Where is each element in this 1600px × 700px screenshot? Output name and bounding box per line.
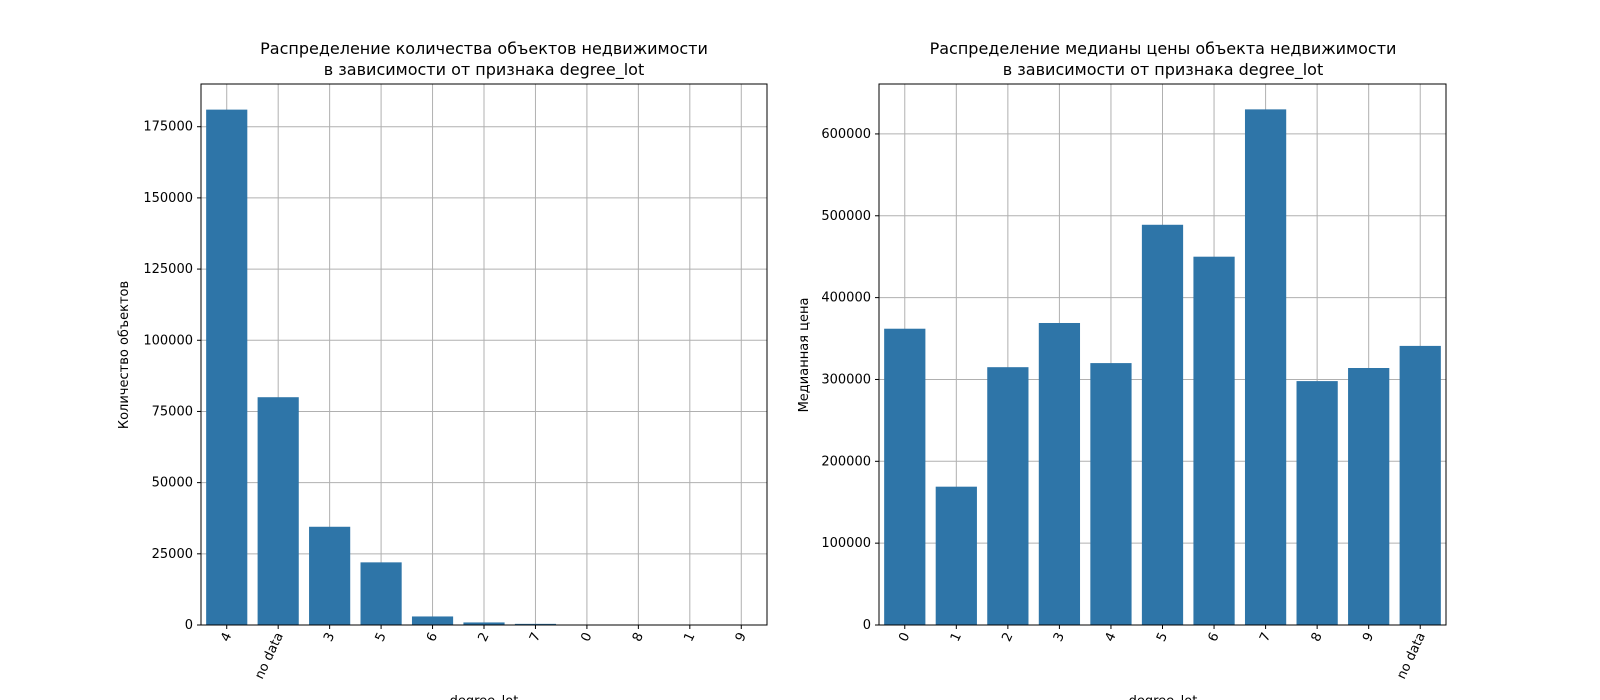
median-price-chart-x-tick-label: 5 [1154,630,1171,644]
count-chart: Распределение количества объектов недвиж… [117,39,768,700]
count-chart-title-line1: Распределение количества объектов недвиж… [260,39,708,58]
count-chart-x-ticks: 4 no data 3 5 6 2 7 0 8 1 9 [218,625,750,682]
median-price-chart-title-line2: в зависимости от признака degree_lot [1003,60,1323,80]
median-price-chart-x-tick-label: 8 [1309,630,1326,644]
median-price-chart-y-tick-label: 400000 [821,291,871,306]
median-price-chart-title-line1: Распределение медианы цены объекта недви… [930,39,1397,58]
count-chart-y-tick-label: 25000 [152,547,193,562]
count-chart-y-tick-label: 0 [185,618,193,633]
median-price-chart-y-axis-label: Медианная цена [797,298,812,413]
median-price-chart-x-tick-label: 7 [1257,630,1274,644]
count-chart-x-tick-label: 8 [630,630,647,644]
median-price-chart-x-tick-label: 4 [1102,630,1119,644]
median-price-chart-y-tick-label: 0 [863,618,871,633]
median-price-chart-x-tick-label: 6 [1206,630,1223,644]
median-price-chart-x-ticks: 0 1 2 3 4 5 6 7 8 9 no data [896,625,1429,682]
median-price-chart-y-tick-label: 300000 [821,372,871,387]
median-price-chart-bars [884,109,1441,625]
count-chart-y-tick-label: 50000 [152,476,193,491]
count-chart-x-tick-label: 2 [476,630,493,644]
median-price-chart-y-tick-label: 600000 [821,127,871,142]
count-chart-bar [206,109,248,625]
median-price-chart-y-ticks: 0 100000 200000 300000 400000 500000 600000 [821,127,879,633]
count-chart-y-tick-label: 75000 [152,404,193,419]
count-chart-y-tick-label: 150000 [143,191,193,206]
count-chart-x-tick-label: no data [252,630,287,681]
median-price-chart-bar [987,367,1029,625]
median-price-chart-x-tick-label: 1 [948,630,965,644]
count-chart-title-line2: в зависимости от признака degree_lot [324,60,644,80]
median-price-chart-x-tick-label: 3 [1051,630,1068,644]
median-price-chart-bar [1244,109,1287,625]
count-chart-y-tick-label: 100000 [143,333,193,348]
median-price-chart-bar [1348,368,1390,625]
count-chart-bar [411,616,454,625]
median-price-chart-bar [1141,224,1184,625]
count-chart-bar [360,562,402,625]
median-price-chart-x-tick-label: 9 [1360,630,1377,644]
count-chart-y-tick-label: 175000 [143,120,193,135]
count-chart-bar [463,622,505,625]
count-chart-x-tick-label: 3 [321,630,338,644]
median-price-chart-y-tick-label: 100000 [821,536,871,551]
count-chart-grid [201,84,767,626]
count-chart-bar [514,623,557,625]
count-chart-x-tick-label: 9 [733,630,750,644]
median-price-chart-bar [1038,322,1081,625]
count-chart-bar [309,526,351,625]
median-price-chart-bar [1399,345,1441,625]
median-price-chart-x-axis-label: degree_lot [1129,694,1198,700]
count-chart-x-axis-label: degree_lot [450,694,519,700]
count-chart-x-tick-label: 1 [681,630,698,644]
count-chart-y-ticks: 0 25000 50000 75000 100000 125000 150000 175000 [143,120,201,633]
count-chart-bar [257,397,299,625]
median-price-chart-y-tick-label: 200000 [821,454,871,469]
count-chart-y-axis-label: Количество объектов [117,281,132,429]
count-chart-bars [206,109,762,625]
count-chart-y-tick-label: 125000 [143,262,193,277]
median-price-chart: Распределение медианы цены объекта недви… [797,39,1447,700]
median-price-chart-bar [1296,381,1338,625]
count-chart-x-tick-label: 0 [578,630,595,644]
count-chart-x-tick-label: 7 [527,630,544,644]
median-price-chart-bar [1193,256,1235,625]
median-price-chart-x-tick-label: 0 [896,630,913,644]
median-price-chart-x-tick-label: 2 [999,630,1016,644]
count-chart-x-tick-label: 6 [424,630,441,644]
median-price-chart-y-tick-label: 500000 [821,209,871,224]
count-chart-x-tick-label: 4 [218,630,235,644]
median-price-chart-bar [884,328,926,625]
median-price-chart-bar [935,486,977,625]
median-price-chart-bar [1090,363,1132,625]
median-price-chart-x-tick-label: no data [1394,630,1429,681]
count-chart-x-tick-label: 5 [373,630,390,644]
